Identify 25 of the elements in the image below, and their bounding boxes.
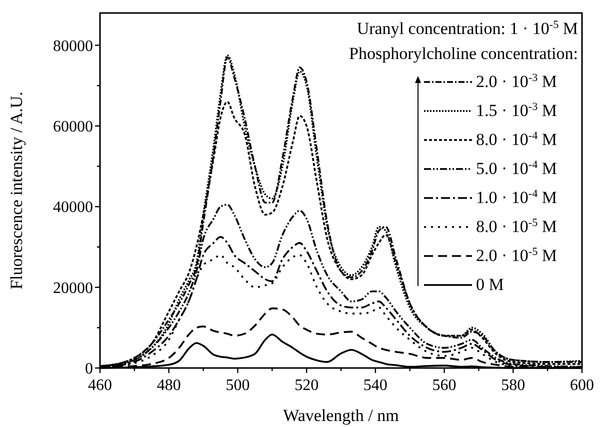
legend-label: 2.0 · 10$^{-5}$ M <box>476 246 557 265</box>
legend-label: 0 M <box>476 275 504 294</box>
legend-label: 1.0 · 10$^{-4}$ M <box>476 188 557 207</box>
x-tick-label: 480 <box>156 377 181 394</box>
annotation: Uranyl concentration: 1 · 10$^{-5}$ M <box>356 19 578 38</box>
y-tick-label: 0 <box>85 360 93 378</box>
y-tick-label: 20000 <box>53 280 93 297</box>
legend-label: 2.0 · 10$^{-3}$ M <box>476 72 557 91</box>
legend-label: 8.0 · 10$^{-5}$ M <box>476 217 557 236</box>
y-tick-label: 60000 <box>53 118 93 136</box>
x-tick-label: 540 <box>363 377 388 394</box>
y-axis-title: Fluorescence intensity / A.U. <box>7 92 26 290</box>
x-tick-label: 600 <box>570 377 594 394</box>
y-tick-label: 80000 <box>53 38 93 55</box>
legend-label: 1.5 · 10$^{-3}$ M <box>476 101 557 120</box>
legend-label: 8.0 · 10$^{-4}$ M <box>476 130 557 149</box>
legend-label: 5.0 · 10$^{-4}$ M <box>476 159 557 178</box>
y-tick-label: 40000 <box>53 199 93 216</box>
x-tick-label: 520 <box>294 377 319 394</box>
x-tick-label: 460 <box>88 377 112 394</box>
legend-title: Phosphorylcholine concentration: <box>349 44 578 63</box>
x-tick-label: 560 <box>432 377 456 394</box>
x-tick-label: 500 <box>226 377 250 394</box>
x-axis-title: Wavelength / nm <box>283 406 399 425</box>
x-tick-label: 580 <box>501 377 526 394</box>
